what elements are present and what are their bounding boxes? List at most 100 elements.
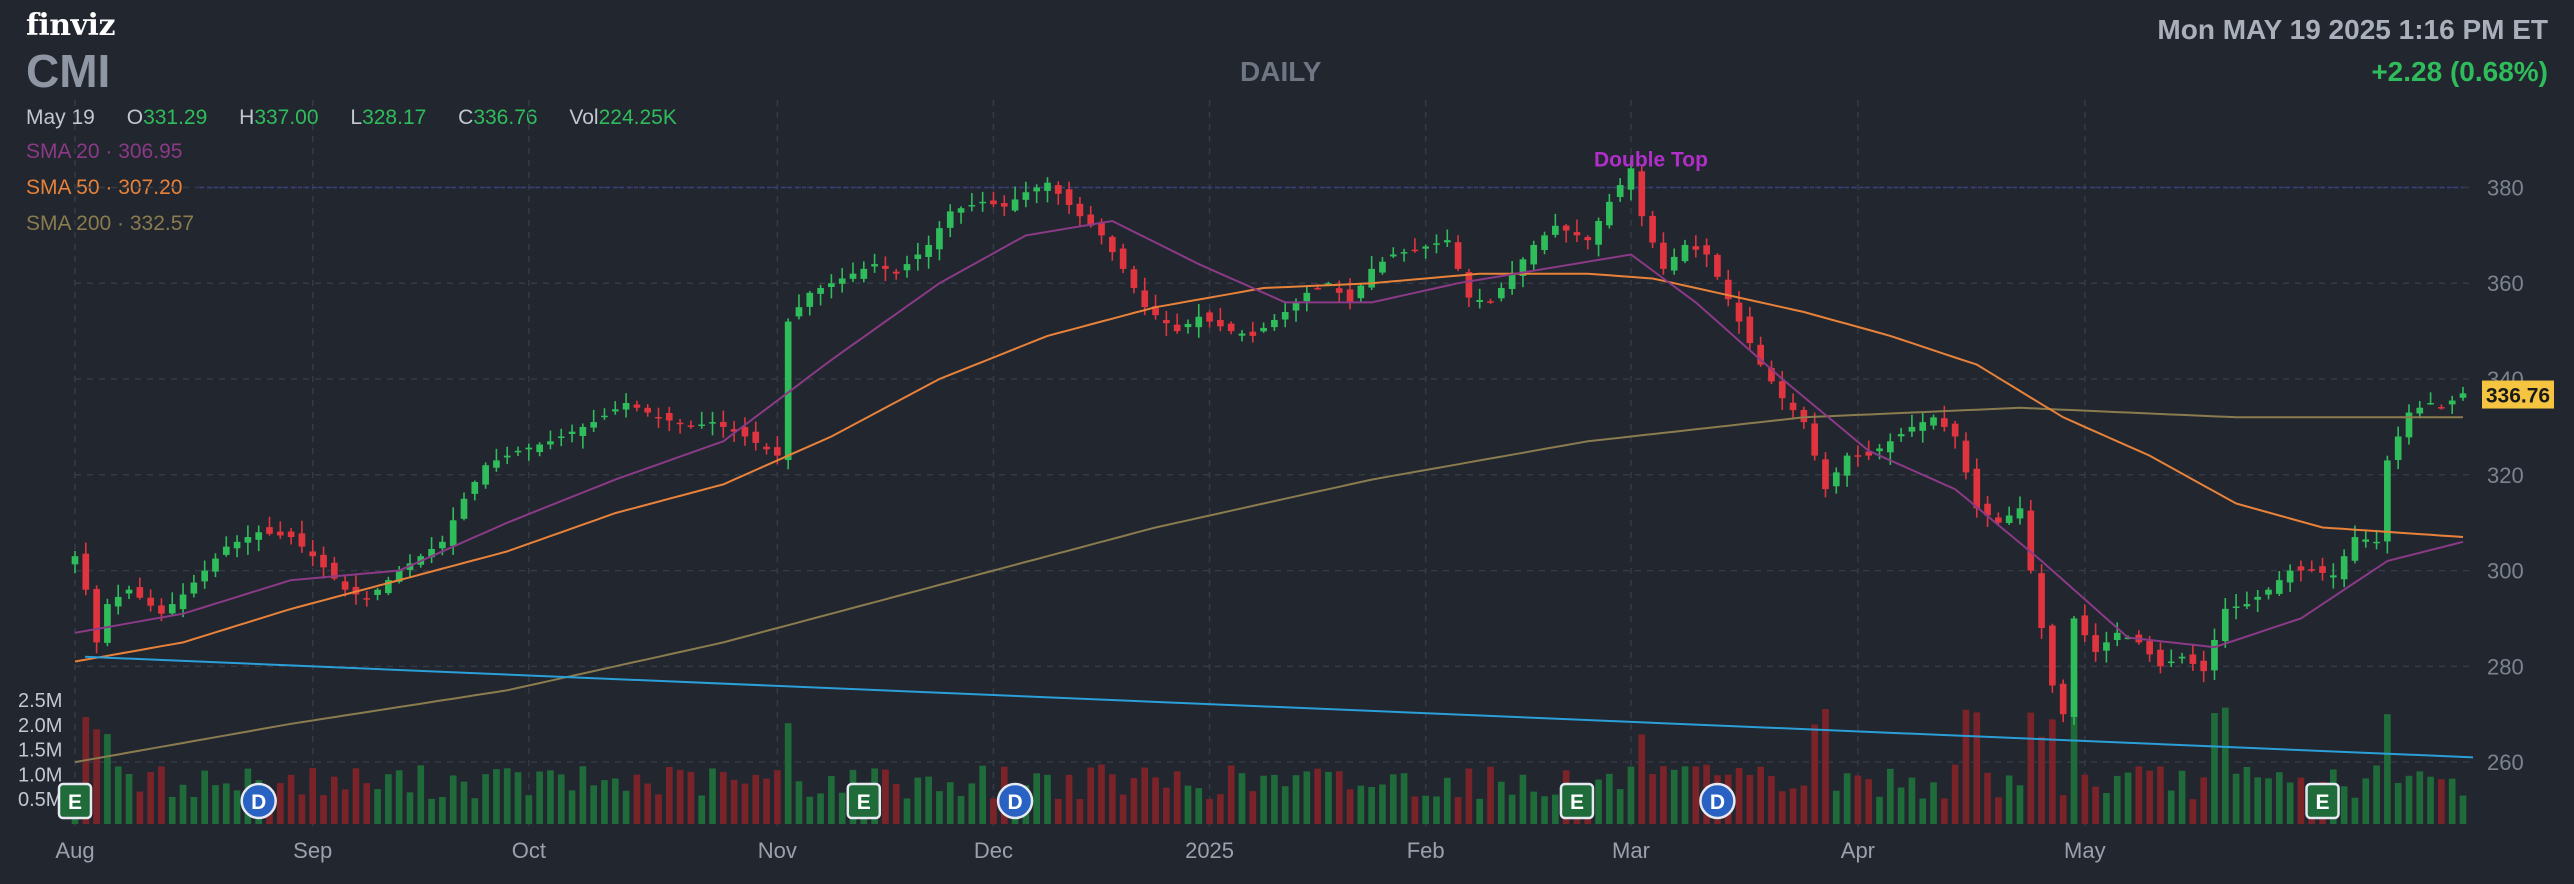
volume-bar <box>2297 777 2305 824</box>
candle-body <box>622 402 630 410</box>
candle-body <box>1314 287 1321 290</box>
event-marker-label: D <box>251 791 266 814</box>
candle-body <box>1065 189 1073 206</box>
candle-body <box>190 582 198 594</box>
candle-body <box>125 589 133 594</box>
volume-bar <box>2384 714 2391 824</box>
candle-body <box>428 549 435 558</box>
candle-body <box>1422 246 1430 249</box>
volume-bar <box>806 796 814 824</box>
volume-tick-label: 0.5M <box>18 789 62 811</box>
candle-body <box>1714 254 1721 277</box>
candle-body <box>1227 323 1235 332</box>
volume-label: Vol <box>569 106 599 129</box>
volume-bar <box>1497 781 1505 824</box>
volume-bar <box>212 785 219 824</box>
volume-bar <box>136 791 144 824</box>
candle-body <box>1443 240 1451 243</box>
candle-body <box>1379 261 1386 273</box>
candle-body <box>1757 344 1764 365</box>
candle-body <box>482 465 489 485</box>
candle-body <box>1800 409 1808 423</box>
candle-body <box>741 427 749 437</box>
candle-body <box>1519 259 1527 276</box>
volume-bar <box>222 783 230 824</box>
volume-bar <box>341 789 349 824</box>
volume-bar <box>1941 798 1948 824</box>
sma200-legend[interactable]: SMA 200 · 332.57 <box>26 212 195 235</box>
volume-bar <box>1195 788 1203 824</box>
candle-body <box>1163 320 1170 324</box>
volume-bar <box>2200 777 2208 824</box>
volume-bar <box>1595 779 1602 824</box>
candle-body <box>892 271 900 274</box>
candle-body <box>1292 302 1300 311</box>
timeframe-label: DAILY <box>1240 56 1322 87</box>
candle-body <box>1584 237 1592 241</box>
y-tick-label: 300 <box>2487 559 2524 584</box>
candle-body <box>244 537 252 543</box>
candle-body <box>568 431 576 434</box>
candle-body <box>838 278 846 284</box>
volume-bar <box>795 781 803 824</box>
candle-body <box>1670 256 1678 271</box>
volume-bar <box>2394 782 2402 824</box>
candle-body <box>1865 451 1873 456</box>
candle-body <box>687 425 695 427</box>
candle-body <box>1476 300 1484 302</box>
candle-body <box>925 244 932 257</box>
volume-bar <box>439 797 446 824</box>
volume-bar <box>2362 778 2370 824</box>
candle-body <box>1843 455 1851 476</box>
candle-body <box>665 413 673 421</box>
candle-body <box>1433 243 1440 245</box>
volume-bar <box>1206 799 1213 824</box>
volume-bar <box>449 775 457 824</box>
candle-body <box>1627 168 1635 190</box>
volume-bar <box>1886 768 1894 824</box>
candle-body <box>309 551 317 557</box>
candle-body <box>1778 381 1786 399</box>
candle-body <box>2211 640 2218 671</box>
last-price-label: 336.76 <box>2486 385 2550 408</box>
volume-bar <box>363 783 371 824</box>
high-value: 337.00 <box>254 106 319 129</box>
candle-body <box>817 288 824 294</box>
candle-body <box>655 416 662 419</box>
candle-body <box>1724 279 1732 300</box>
volume-bar <box>1152 777 1159 824</box>
sma20-legend[interactable]: SMA 20 · 306.95 <box>26 140 183 163</box>
volume-bar <box>1876 796 1883 824</box>
volume-bar <box>2103 793 2110 824</box>
candle-body <box>1206 312 1213 322</box>
volume-bar <box>817 793 824 824</box>
datetime-label: Mon MAY 19 2025 1:16 PM ET <box>2157 14 2548 45</box>
volume-bar <box>482 774 489 824</box>
candle-body <box>2200 660 2208 672</box>
candle-body <box>449 520 457 546</box>
volume-bar <box>1108 774 1116 824</box>
candle-body <box>2448 400 2456 405</box>
candle-body <box>968 205 976 207</box>
dividend-marker <box>1699 782 1736 820</box>
volume-bar <box>168 796 176 824</box>
volume-bar <box>406 792 414 824</box>
volume-bar <box>104 734 111 824</box>
candle-body <box>1119 248 1127 269</box>
volume-bar <box>147 771 154 824</box>
volume-bar <box>774 770 781 824</box>
volume-bar <box>460 781 468 824</box>
volume-bar <box>1065 774 1073 824</box>
candle-body <box>1530 244 1538 265</box>
double-top-annotation: Double Top <box>1594 149 1708 172</box>
volume-bar <box>957 795 965 824</box>
candlesticks <box>71 157 2467 725</box>
event-marker-label: E <box>68 791 82 814</box>
volume-bar <box>1346 789 1354 824</box>
candle-body <box>147 597 154 606</box>
volume-bar <box>1411 796 1419 824</box>
finviz-logo[interactable]: finviz <box>26 8 115 43</box>
candle-body <box>2286 570 2294 583</box>
price-change: +2.28 (0.68%) <box>2371 56 2548 87</box>
